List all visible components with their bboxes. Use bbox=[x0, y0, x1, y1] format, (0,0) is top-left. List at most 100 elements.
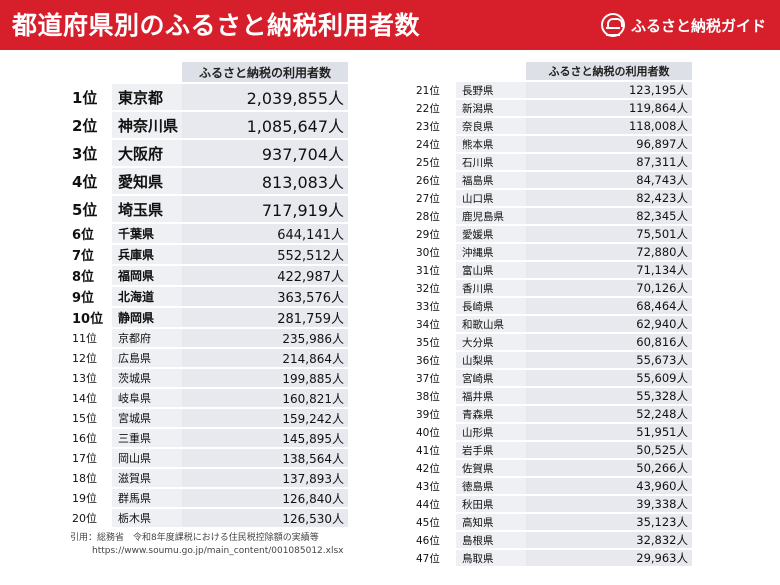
table-row: 7位 兵庫県 552,512人 bbox=[70, 245, 348, 266]
prefecture-cell: 沖縄県 bbox=[456, 244, 526, 262]
user-count-cell: 82,345人 bbox=[526, 208, 692, 226]
user-count-cell: 55,673人 bbox=[526, 352, 692, 370]
user-count-cell: 235,986人 bbox=[182, 329, 348, 349]
table-row: 20位 栃木県 126,530人 bbox=[70, 509, 348, 529]
user-count-cell: 29,963人 bbox=[526, 550, 692, 568]
table-row: 47位 鳥取県 29,963人 bbox=[414, 550, 692, 568]
user-count-cell: 552,512人 bbox=[182, 245, 348, 266]
prefecture-cell: 滋賀県 bbox=[112, 469, 182, 489]
prefecture-cell: 宮城県 bbox=[112, 409, 182, 429]
header-blank-pref bbox=[456, 62, 526, 82]
rank-cell: 44位 bbox=[414, 496, 456, 514]
table-row: 13位 茨城県 199,885人 bbox=[70, 369, 348, 389]
rank-cell: 4位 bbox=[70, 168, 112, 196]
page-title: 都道府県別のふるさと納税利用者数 bbox=[12, 11, 421, 40]
user-count-cell: 84,743人 bbox=[526, 172, 692, 190]
user-count-cell: 717,919人 bbox=[182, 196, 348, 224]
table-row: 12位 広島県 214,864人 bbox=[70, 349, 348, 369]
prefecture-cell: 神奈川県 bbox=[112, 112, 182, 140]
table-row: 21位 長野県 123,195人 bbox=[414, 82, 692, 100]
user-count-cell: 199,885人 bbox=[182, 369, 348, 389]
table-row: 9位 北海道 363,576人 bbox=[70, 287, 348, 308]
prefecture-cell: 富山県 bbox=[456, 262, 526, 280]
prefecture-cell: 島根県 bbox=[456, 532, 526, 550]
rank-cell: 10位 bbox=[70, 308, 112, 329]
table-row: 32位 香川県 70,126人 bbox=[414, 280, 692, 298]
user-count-cell: 126,530人 bbox=[182, 509, 348, 529]
prefecture-cell: 静岡県 bbox=[112, 308, 182, 329]
rank-cell: 37位 bbox=[414, 370, 456, 388]
rank-cell: 40位 bbox=[414, 424, 456, 442]
rank-cell: 2位 bbox=[70, 112, 112, 140]
rank-cell: 47位 bbox=[414, 550, 456, 568]
user-count-cell: 39,338人 bbox=[526, 496, 692, 514]
prefecture-cell: 熊本県 bbox=[456, 136, 526, 154]
prefecture-cell: 秋田県 bbox=[456, 496, 526, 514]
prefecture-cell: 岡山県 bbox=[112, 449, 182, 469]
header-blank-rank bbox=[414, 62, 456, 82]
rank-cell: 3位 bbox=[70, 140, 112, 168]
user-count-cell: 70,126人 bbox=[526, 280, 692, 298]
rank-cell: 33位 bbox=[414, 298, 456, 316]
rank-cell: 41位 bbox=[414, 442, 456, 460]
prefecture-cell: 鳥取県 bbox=[456, 550, 526, 568]
user-count-cell: 51,951人 bbox=[526, 424, 692, 442]
prefecture-cell: 山口県 bbox=[456, 190, 526, 208]
rank-cell: 1位 bbox=[70, 84, 112, 112]
brand-logo-block: ふるさと納税ガイド bbox=[600, 10, 766, 40]
rank-cell: 16位 bbox=[70, 429, 112, 449]
rank-cell: 39位 bbox=[414, 406, 456, 424]
rank-cell: 14位 bbox=[70, 389, 112, 409]
rank-cell: 15位 bbox=[70, 409, 112, 429]
prefecture-cell: 徳島県 bbox=[456, 478, 526, 496]
table-row: 3位 大阪府 937,704人 bbox=[70, 140, 348, 168]
prefecture-cell: 宮崎県 bbox=[456, 370, 526, 388]
brand-helmet-icon bbox=[600, 13, 625, 37]
table-row: 8位 福岡県 422,987人 bbox=[70, 266, 348, 287]
user-count-cell: 50,525人 bbox=[526, 442, 692, 460]
prefecture-cell: 大分県 bbox=[456, 334, 526, 352]
user-count-cell: 422,987人 bbox=[182, 266, 348, 287]
user-count-cell: 68,464人 bbox=[526, 298, 692, 316]
user-count-cell: 118,008人 bbox=[526, 118, 692, 136]
table-row: 23位 奈良県 118,008人 bbox=[414, 118, 692, 136]
table-row: 4位 愛知県 813,083人 bbox=[70, 168, 348, 196]
user-count-cell: 60,816人 bbox=[526, 334, 692, 352]
table-row: 33位 長崎県 68,464人 bbox=[414, 298, 692, 316]
rank-cell: 43位 bbox=[414, 478, 456, 496]
prefecture-cell: 岩手県 bbox=[456, 442, 526, 460]
citation-url: https://www.soumu.go.jp/main_content/001… bbox=[92, 546, 344, 556]
table-row: 40位 山形県 51,951人 bbox=[414, 424, 692, 442]
user-count-cell: 71,134人 bbox=[526, 262, 692, 280]
user-count-cell: 32,832人 bbox=[526, 532, 692, 550]
prefecture-cell: 香川県 bbox=[456, 280, 526, 298]
user-count-cell: 82,423人 bbox=[526, 190, 692, 208]
user-count-cell: 138,564人 bbox=[182, 449, 348, 469]
rank-cell: 28位 bbox=[414, 208, 456, 226]
rank-cell: 38位 bbox=[414, 388, 456, 406]
table-row: 38位 福井県 55,328人 bbox=[414, 388, 692, 406]
rank-cell: 9位 bbox=[70, 287, 112, 308]
table-row: 36位 山梨県 55,673人 bbox=[414, 352, 692, 370]
prefecture-cell: 石川県 bbox=[456, 154, 526, 172]
user-count-cell: 72,880人 bbox=[526, 244, 692, 262]
brand-name: ふるさと納税ガイド bbox=[630, 16, 766, 35]
prefecture-cell: 埼玉県 bbox=[112, 196, 182, 224]
prefecture-cell: 京都府 bbox=[112, 329, 182, 349]
rank-cell: 11位 bbox=[70, 329, 112, 349]
table-row: 24位 熊本県 96,897人 bbox=[414, 136, 692, 154]
user-count-cell: 1,085,647人 bbox=[182, 112, 348, 140]
table-row: 1位 東京都 2,039,855人 bbox=[70, 84, 348, 112]
user-count-cell: 75,501人 bbox=[526, 226, 692, 244]
rank-cell: 30位 bbox=[414, 244, 456, 262]
prefecture-cell: 福島県 bbox=[456, 172, 526, 190]
prefecture-cell: 長崎県 bbox=[456, 298, 526, 316]
prefecture-cell: 栃木県 bbox=[112, 509, 182, 529]
rank-cell: 35位 bbox=[414, 334, 456, 352]
rank-cell: 25位 bbox=[414, 154, 456, 172]
rank-cell: 32位 bbox=[414, 280, 456, 298]
table-row: 43位 徳島県 43,960人 bbox=[414, 478, 692, 496]
prefecture-cell: 広島県 bbox=[112, 349, 182, 369]
user-count-cell: 123,195人 bbox=[526, 82, 692, 100]
table-row: 46位 島根県 32,832人 bbox=[414, 532, 692, 550]
